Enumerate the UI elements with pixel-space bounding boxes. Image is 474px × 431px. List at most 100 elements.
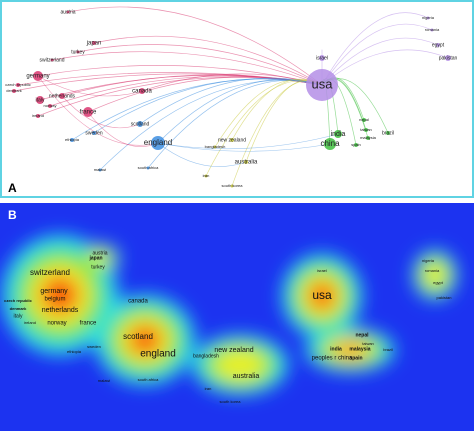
edge	[37, 75, 143, 97]
edge	[321, 37, 439, 86]
node-label: germany	[40, 288, 68, 295]
edge	[93, 35, 323, 86]
node-label: netherlands	[42, 307, 79, 314]
density-blob	[213, 348, 267, 382]
node-label: brazil	[382, 130, 394, 136]
density-blob	[314, 287, 330, 305]
density-blob	[48, 283, 72, 307]
node-label: south africa	[138, 165, 159, 170]
node-label: czech republic	[4, 298, 33, 303]
node-label: india	[330, 346, 342, 352]
edge	[87, 111, 159, 147]
node-label: czech republic	[5, 82, 31, 87]
density-blob	[89, 250, 111, 266]
node	[334, 130, 342, 138]
node-label: norway	[44, 103, 57, 108]
node-label: ireland	[32, 113, 44, 118]
node-label: sweden	[85, 130, 102, 136]
node-label: england	[144, 138, 172, 147]
density-blob	[333, 342, 367, 358]
edge	[141, 73, 323, 92]
node-label: germany	[26, 74, 49, 80]
node	[92, 131, 96, 135]
density-blob	[422, 261, 448, 289]
node-label: egypt	[432, 42, 445, 48]
edge	[61, 95, 141, 129]
node-label: denmark	[6, 88, 22, 93]
node	[445, 55, 451, 61]
node	[92, 41, 96, 45]
node	[230, 138, 234, 142]
node-label: spain	[351, 142, 361, 147]
node-label: italy	[36, 97, 45, 103]
node	[364, 128, 368, 132]
node-label: south korea	[220, 399, 242, 404]
edge	[157, 133, 339, 150]
node-label: nepal	[355, 332, 369, 338]
node-label: nigeria	[422, 15, 435, 20]
node	[146, 166, 150, 170]
density-blob	[135, 331, 155, 349]
node	[430, 28, 434, 32]
density-blobs	[2, 235, 457, 395]
node-label: romania	[425, 268, 440, 273]
node-label: canada	[128, 299, 148, 305]
node-label: bangladesh	[193, 353, 219, 359]
edge	[321, 49, 449, 86]
node-label: australia	[235, 160, 258, 166]
node-label: malaysia	[349, 346, 370, 352]
node	[362, 118, 366, 122]
node-label: malawi	[94, 167, 107, 172]
node	[33, 71, 43, 81]
edges	[13, 6, 449, 187]
node-label: peoples r china	[312, 356, 353, 362]
node-label: turkey	[71, 49, 85, 55]
node-label: ethiopia	[67, 349, 82, 354]
node-label: switzerland	[39, 57, 64, 63]
node	[83, 107, 93, 117]
node	[436, 43, 440, 47]
node	[70, 138, 74, 142]
node-label: nigeria	[422, 258, 435, 263]
node	[213, 145, 217, 149]
node	[59, 93, 65, 99]
node-label: japan	[88, 255, 102, 261]
node	[230, 184, 234, 188]
panel-label: A	[8, 181, 17, 195]
edge	[321, 23, 433, 86]
node-label: malaysia	[360, 135, 377, 140]
node-label: australia	[233, 373, 260, 380]
node-label: romania	[425, 27, 440, 32]
node	[386, 131, 390, 135]
node	[36, 96, 44, 104]
node-label: france	[80, 321, 97, 327]
node-label: nepal	[359, 117, 369, 122]
node-label: egypt	[433, 280, 444, 285]
node-label: spain	[349, 355, 362, 361]
node-label: france	[80, 110, 97, 116]
node-label: iran	[203, 173, 210, 178]
node	[426, 16, 430, 20]
node-label: usa	[312, 288, 332, 302]
node-label: austria	[60, 9, 75, 15]
edge	[51, 51, 323, 86]
node-label: malawi	[98, 378, 111, 383]
node	[137, 121, 143, 127]
node-label: scotland	[123, 332, 153, 341]
node-label: denmark	[10, 306, 27, 311]
node	[12, 89, 16, 93]
edge	[321, 12, 429, 86]
node-label: bangladesh	[205, 144, 226, 149]
node-label: ethiopia	[65, 137, 80, 142]
node-label: netherlands	[49, 93, 76, 99]
node-label: ireland	[24, 320, 36, 325]
node	[50, 58, 54, 62]
node-label: south korea	[222, 183, 244, 188]
edge	[157, 142, 247, 167]
node-label: south africa	[138, 377, 159, 382]
node-label: iran	[205, 386, 212, 391]
node	[366, 136, 370, 140]
